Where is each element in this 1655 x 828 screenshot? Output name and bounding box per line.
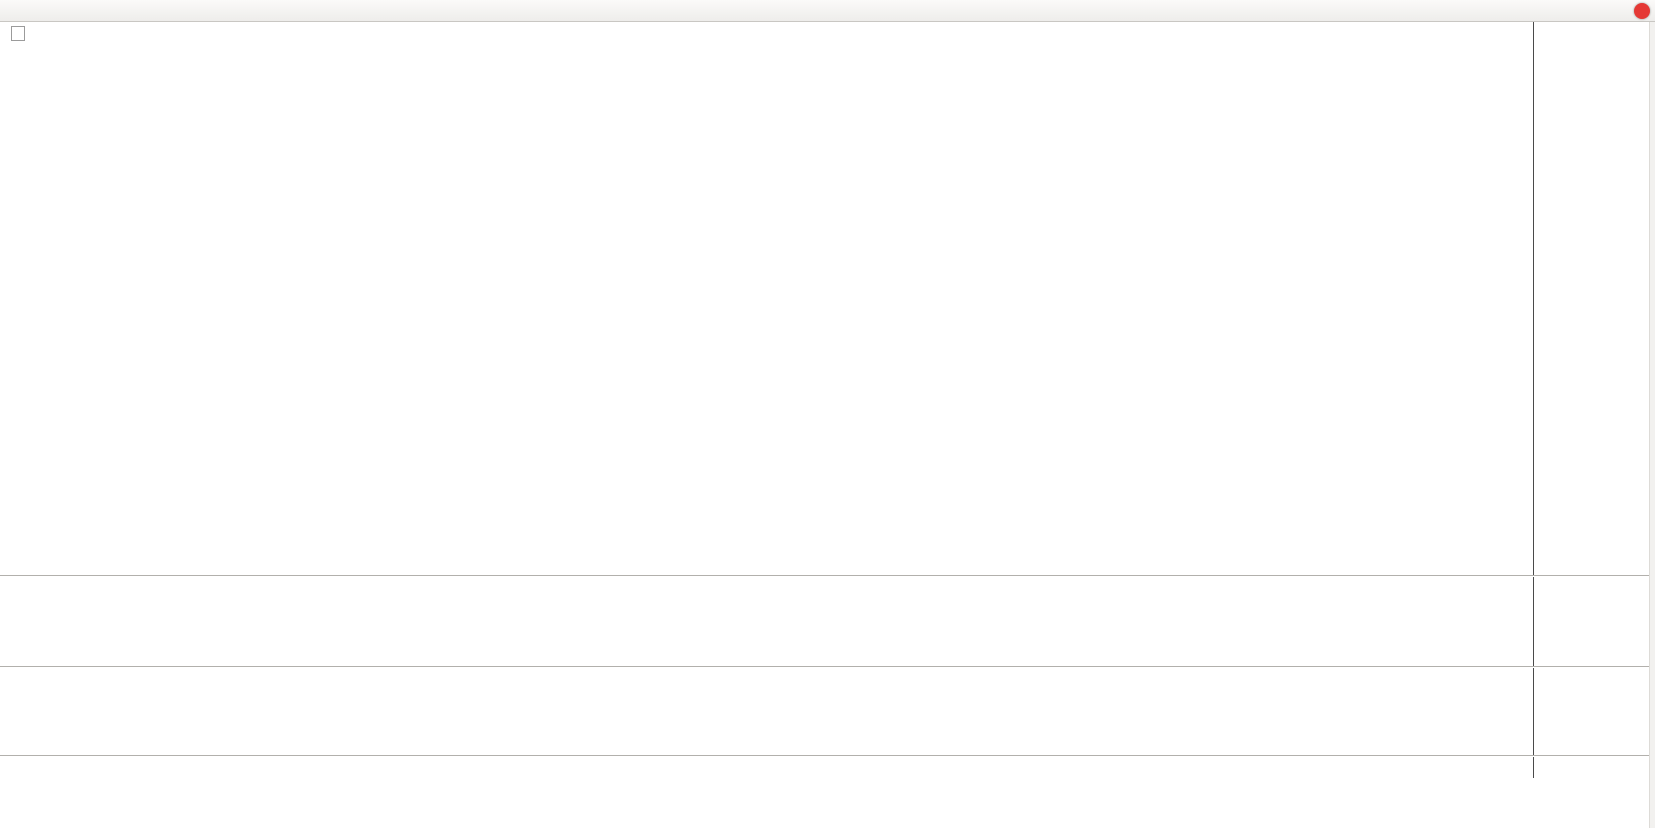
- panel-sizer[interactable]: [0, 575, 1655, 577]
- price-chart-canvas[interactable]: [0, 22, 1533, 575]
- time-axis[interactable]: [0, 757, 1533, 778]
- chart-title-bar: [4, 26, 25, 41]
- chart-title: [11, 26, 25, 41]
- rsi-canvas[interactable]: [0, 668, 1533, 755]
- price-chart-panel: [0, 22, 1533, 575]
- panel-sizer[interactable]: [0, 666, 1655, 668]
- window-scrollbar[interactable]: [1649, 0, 1655, 828]
- notification-badge[interactable]: [1634, 3, 1650, 19]
- rsi-panel: [0, 668, 1533, 755]
- main-toolbar: [0, 0, 1655, 22]
- macd-canvas[interactable]: [0, 577, 1533, 666]
- macd-panel: [0, 577, 1533, 666]
- price-axis[interactable]: [1533, 22, 1655, 778]
- chart-workspace: [0, 22, 1655, 828]
- panel-sizer[interactable]: [0, 755, 1655, 757]
